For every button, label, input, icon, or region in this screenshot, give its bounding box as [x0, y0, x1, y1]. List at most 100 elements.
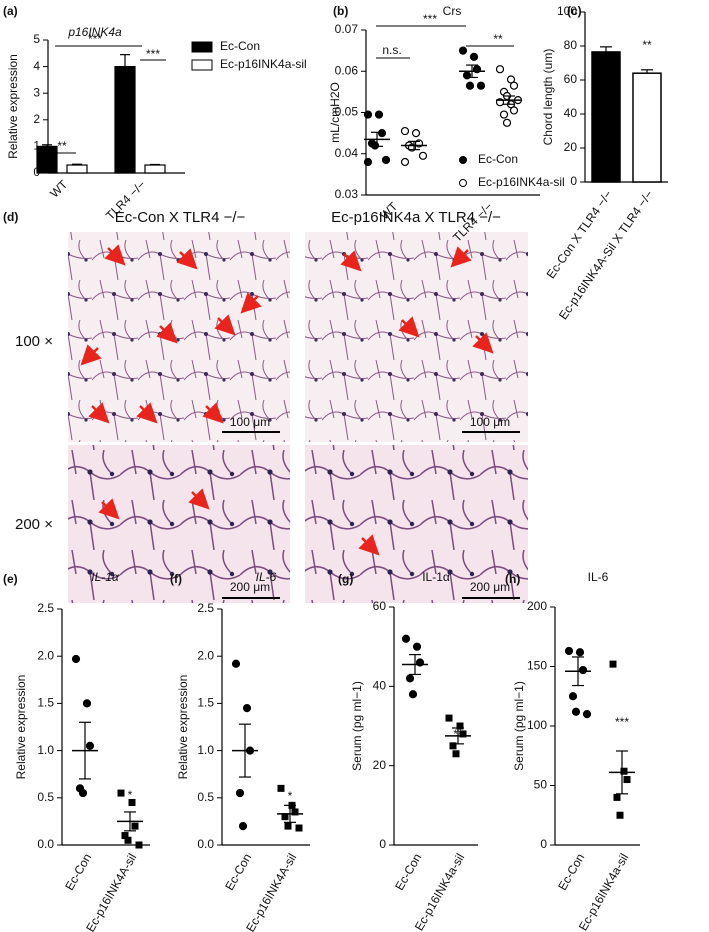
- data-point: [377, 129, 387, 138]
- significance-label: **: [57, 139, 67, 153]
- data-point: [401, 634, 411, 643]
- chart-title: IL-6: [256, 570, 277, 584]
- legend-swatch: [191, 59, 213, 71]
- y-tick-label: 1: [33, 139, 40, 153]
- data-point: [117, 789, 125, 797]
- y-tick-label: 0: [540, 837, 547, 851]
- data-point: [400, 157, 410, 167]
- chart-title: IL-1α: [422, 570, 450, 584]
- data-point: [465, 81, 475, 90]
- micrograph: [305, 232, 528, 442]
- y-tick-label: 50: [534, 778, 548, 792]
- data-point: [568, 692, 578, 701]
- y-tick-label: 100: [527, 718, 547, 732]
- data-point: [381, 155, 391, 165]
- data-point: [121, 832, 129, 840]
- legend-label: Ec-p16INK4a-sil: [220, 57, 307, 71]
- y-axis-label: Serum (pg ml−1): [512, 681, 526, 771]
- panel-label: (f): [170, 572, 182, 586]
- data-point: [131, 822, 139, 830]
- micrograph-panel: Ec-Con X TLR4 −/− Ec-p16INK4a X TLR4 −/−…: [15, 209, 528, 603]
- y-tick-label: 200: [527, 599, 547, 613]
- y-tick-label: 0.0: [37, 837, 54, 851]
- significance-label: ***: [146, 47, 160, 61]
- significance-label: **: [493, 32, 503, 46]
- data-point: [476, 81, 486, 90]
- y-tick-label: 0.5: [197, 790, 214, 804]
- data-point: [452, 750, 460, 758]
- y-tick-label: 3: [33, 85, 40, 99]
- significance-label: ***: [88, 32, 102, 46]
- data-point: [418, 151, 428, 160]
- data-point: [459, 730, 467, 738]
- y-axis-label: Chord length (um): [541, 49, 555, 146]
- x-tick-label: Ec-Con: [555, 851, 587, 893]
- y-tick-label: 0.06: [335, 63, 359, 77]
- data-point: [449, 742, 457, 750]
- chart-title: Crs: [443, 4, 462, 18]
- scale-bar-label: 200 μm: [470, 580, 510, 594]
- data-point: [284, 822, 292, 830]
- y-tick-label: 1.0: [37, 743, 54, 757]
- significance-label: **: [642, 38, 652, 52]
- y-tick-label: 2.0: [37, 648, 54, 662]
- data-point: [277, 784, 285, 792]
- data-point: [71, 654, 81, 664]
- bar: [144, 164, 166, 174]
- data-point: [374, 110, 384, 119]
- y-tick-label: 40: [373, 679, 387, 693]
- significance-label: **: [453, 727, 463, 741]
- x-tick-label: Ec-Con: [392, 851, 424, 893]
- data-point: [78, 788, 88, 798]
- bar: [66, 164, 88, 174]
- y-tick-label: 2.5: [197, 601, 214, 615]
- bar: [36, 145, 58, 174]
- data-point: [456, 722, 464, 730]
- data-point: [242, 704, 252, 713]
- y-tick-label: 0.5: [37, 790, 54, 804]
- data-point: [609, 660, 617, 668]
- data-point: [502, 118, 512, 127]
- y-tick-label: 2.0: [197, 648, 214, 662]
- data-point: [408, 690, 418, 699]
- data-point: [85, 741, 95, 750]
- panel-label: (b): [333, 4, 348, 18]
- legend-label: Ec-p16INK4a-sil: [478, 175, 565, 189]
- y-tick-label: 20: [564, 140, 578, 154]
- data-point: [578, 665, 588, 675]
- data-point: [509, 106, 519, 115]
- data-point: [564, 646, 574, 656]
- panel-label: (g): [338, 572, 353, 586]
- scale-bar-label: 100 μm: [230, 415, 270, 429]
- bar: [591, 51, 621, 183]
- legend-marker: [459, 179, 467, 187]
- column-title: Ec-p16INK4a X TLR4 −/−: [331, 209, 501, 226]
- arrows: [80, 244, 494, 556]
- x-tick-label: WT: [47, 177, 71, 201]
- bar: [114, 65, 136, 174]
- y-tick-label: 0.03: [335, 187, 359, 201]
- micrograph: [68, 445, 290, 603]
- data-point: [582, 709, 592, 719]
- data-point: [411, 129, 421, 138]
- y-tick-label: 150: [527, 659, 547, 673]
- data-point: [571, 707, 581, 716]
- panel-label: (h): [505, 572, 520, 586]
- x-tick-label: Ec-Con: [222, 851, 254, 893]
- y-tick-label: 20: [373, 758, 387, 772]
- data-point: [623, 776, 631, 784]
- x-tick-label: Ec-p16INK4A-sil: [243, 851, 299, 932]
- y-tick-label: 0.04: [335, 146, 359, 160]
- scale-bar-label: 200 μm: [230, 580, 270, 594]
- data-point: [235, 788, 245, 798]
- data-point: [616, 811, 624, 819]
- y-tick-label: 0.0: [197, 837, 214, 851]
- micrograph: [68, 232, 290, 442]
- bar: [632, 72, 662, 183]
- data-point: [412, 642, 422, 651]
- column-title: Ec-Con X TLR4 −/−: [115, 209, 246, 226]
- legend-marker: [459, 156, 467, 164]
- y-tick-label: 0: [570, 174, 577, 188]
- data-point: [613, 793, 621, 801]
- significance-label: ***: [423, 12, 437, 26]
